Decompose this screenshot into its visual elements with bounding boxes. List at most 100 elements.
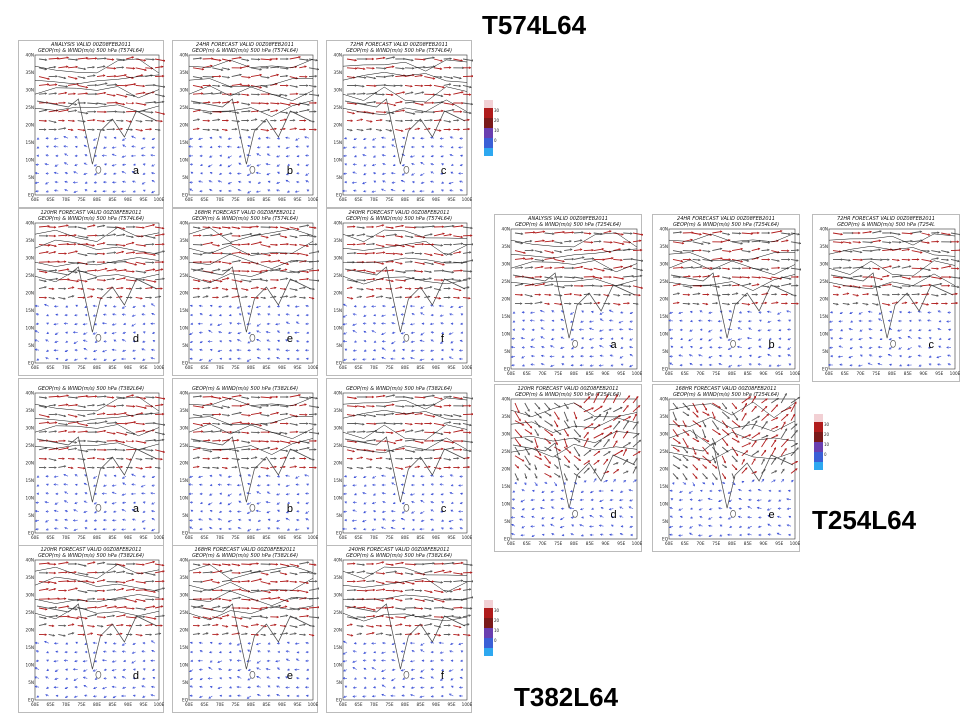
wind-arrowhead [143,59,147,62]
wind-vector [35,181,40,184]
wind-arrowhead [210,570,214,574]
wind-arrowhead [198,641,202,645]
wind-arrowhead [394,233,398,236]
wind-vector [414,66,426,69]
wind-arrowhead [190,509,194,513]
wind-arrowhead [286,694,290,698]
wind-arrowhead [45,182,48,185]
wind-arrowhead [83,684,87,688]
wind-arrowhead [44,623,47,626]
coastline [190,98,312,165]
wind-arrowhead [449,260,452,264]
wind-vector [77,422,88,427]
wind-arrowhead [305,180,308,183]
wind-arrowhead [411,313,415,316]
wind-vector [135,92,146,95]
wind-vector [270,109,278,113]
wind-vector [295,137,300,141]
wind-arrowhead [442,85,445,89]
wind-arrowhead [430,339,434,342]
wind-vector [385,413,394,416]
wind-arrowhead [249,232,253,236]
wind-vector [58,633,66,637]
wind-arrowhead [410,483,414,487]
wind-arrowhead [45,483,49,486]
wind-arrowhead [64,589,68,592]
wind-arrowhead [109,633,113,636]
geopotential-contour [188,423,314,439]
wind-arrowhead [429,286,433,289]
wind-vector [58,84,68,88]
wind-arrowhead [295,430,299,434]
wind-vector [308,260,319,263]
wind-arrowhead [421,429,425,432]
wind-vector [116,234,125,237]
wind-vector [241,466,249,469]
lon-tick-label: 95E [448,197,456,202]
wind-arrowhead [391,412,395,415]
wind-arrowhead [286,190,290,193]
wind-arrowhead [218,605,221,608]
wind-arrowhead [266,236,269,239]
wind-arrowhead [162,450,165,453]
wind-arrowhead [274,119,277,122]
wind-arrowhead [344,163,347,166]
wind-arrowhead [392,163,396,166]
wind-vector [212,422,220,425]
wind-vector [395,405,405,408]
wind-arrowhead [226,614,230,617]
wind-vector [289,56,301,60]
wind-vector [289,111,298,114]
wind-arrowhead [360,118,364,121]
wind-vector [366,405,375,407]
lon-tick-label: 90E [124,197,132,202]
wind-vector [189,669,194,672]
wind-arrowhead [314,448,317,451]
wind-arrowhead [314,243,318,246]
wind-arrowhead [255,509,259,513]
wind-arrowhead [44,119,48,123]
wind-vector [433,84,445,88]
wind-arrowhead [391,305,395,308]
wind-arrowhead [54,244,57,248]
lon-tick-label: 100E [154,365,165,370]
wind-arrowhead [131,314,135,317]
wind-arrowhead [401,357,405,360]
wind-arrowhead [104,474,107,477]
wind-arrowhead [198,475,201,479]
wind-arrowhead [102,457,106,461]
wind-arrowhead [104,103,107,106]
wind-arrowhead [198,331,202,334]
wind-vector [116,269,127,272]
wind-arrowhead [433,403,436,406]
wind-vector [462,111,472,114]
wind-arrowhead [100,288,104,291]
wind-arrowhead [132,357,136,360]
wind-arrowhead [64,686,68,689]
wind-arrowhead [66,108,70,112]
wind-arrowhead [420,519,424,522]
wind-arrowhead [459,110,463,113]
wind-vector [192,456,200,460]
wind-vector [256,348,261,351]
wind-arrowhead [240,280,243,283]
wind-vector [145,252,156,256]
wind-arrowhead [458,251,462,254]
lat-tick-label: 15N [26,478,34,483]
wind-arrowhead [247,253,251,256]
wind-arrowhead [227,137,231,140]
wind-arrowhead [92,404,96,407]
wind-arrowhead [246,492,249,495]
wind-vector [34,330,40,333]
wind-arrowhead [152,340,156,343]
lat-tick-label: 20N [334,461,342,466]
wind-arrowhead [343,332,346,335]
wind-arrowhead [161,412,165,416]
wind-arrowhead [72,331,76,334]
wind-arrowhead [265,500,269,504]
wind-vector [188,484,194,486]
wind-arrowhead [151,650,154,653]
wind-arrowhead [143,91,146,95]
wind-arrowhead [432,56,435,59]
